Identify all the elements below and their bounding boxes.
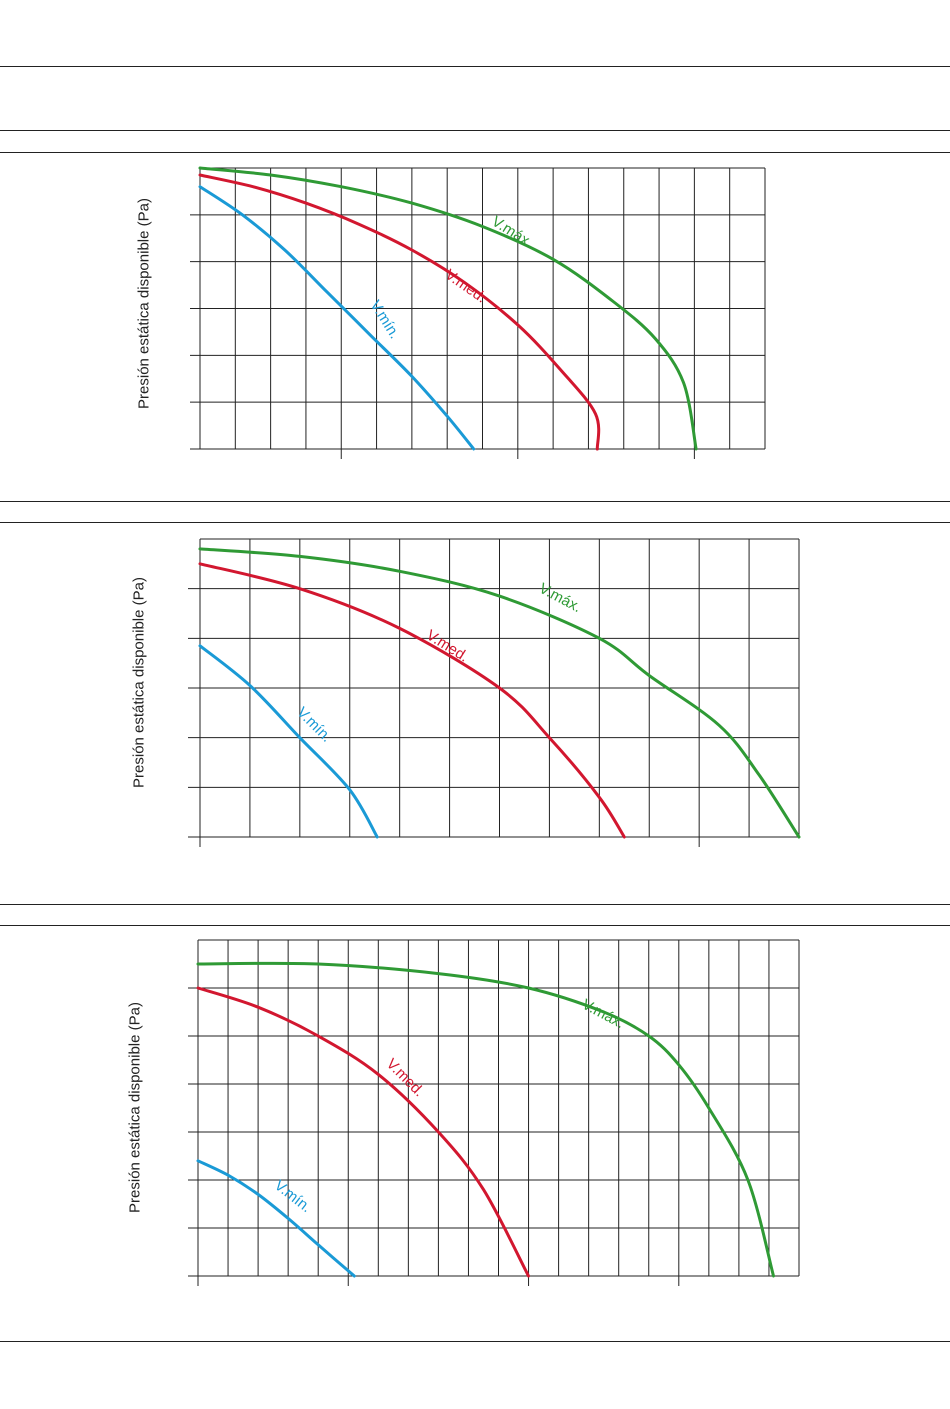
series-line-vmed	[198, 562, 626, 839]
page-rule-top	[0, 66, 950, 67]
section-rule-3b	[0, 925, 950, 926]
series-line-vmáx	[196, 961, 775, 1278]
section-rule-3a	[0, 904, 950, 905]
section-rule-2a	[0, 501, 950, 502]
series-line-vmáx	[198, 166, 698, 451]
series-line-vmed	[196, 986, 530, 1278]
series-line-vmín	[196, 1159, 356, 1278]
series-line-vmín	[198, 185, 476, 451]
page-rule-bottom	[0, 1341, 950, 1342]
series-line-vmáx	[198, 547, 801, 839]
section-rule-2b	[0, 522, 950, 523]
series-label: V.máx.	[579, 996, 627, 1032]
chart-3-grid	[188, 939, 800, 1286]
series-line-vmed	[198, 173, 601, 451]
series-line-vmín	[198, 644, 379, 839]
section-rule-1b	[0, 152, 950, 153]
series-label: V.med.	[383, 1055, 428, 1100]
section-rule-1a	[0, 130, 950, 131]
chart-2-grid	[188, 538, 800, 847]
